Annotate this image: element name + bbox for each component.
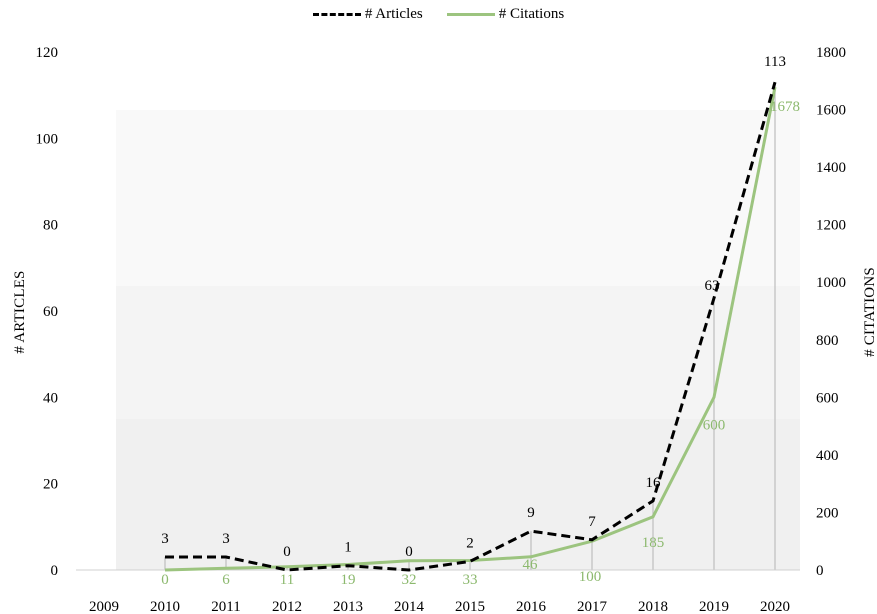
series-line-citations [164,86,777,572]
y2-tick-label: 0 [816,563,824,579]
data-label-citations: 185 [642,535,665,551]
y-axis-right-title: # CITATIONS [862,267,877,357]
data-label-articles: 2 [466,535,474,551]
y2-tick-label: 200 [816,505,839,521]
y-tick-label: 20 [43,477,58,493]
y2-tick-label: 400 [816,448,839,464]
y-tick-label: 120 [36,45,59,61]
x-tick-label: 2015 [455,599,485,614]
drop-lines [164,82,776,570]
x-tick-label: 2011 [211,599,240,614]
x-tick-label: 2019 [699,599,729,614]
data-label-citations: 46 [523,557,539,573]
x-tick-label: 2016 [516,599,547,614]
background-band-0 [116,110,800,288]
x-tick-label: 2017 [577,599,608,614]
series-lines [164,81,777,572]
y2-tick-label: 1200 [816,218,846,234]
x-tick-label: 2009 [89,599,119,614]
y-tick-label: 100 [36,131,59,147]
data-label-citations: 19 [341,572,356,588]
y2-tick-label: 1000 [816,275,846,291]
background-band-2 [116,419,800,570]
x-tick-label: 2013 [333,599,363,614]
y2-tick-label: 1800 [816,45,846,61]
y-axis-left-title: # ARTICLES [12,270,28,353]
background-band-1 [116,286,800,420]
x-tick-label: 2012 [272,599,302,614]
data-label-citations: 6 [222,572,230,588]
legend-item-articles: # Articles [312,6,423,23]
x-axis-ticks: 2009 2010 2011 2012 2013 2014 2015 2016 2017 2018… [89,599,790,614]
data-label-articles: 63 [705,278,720,294]
x-tick-label: 2010 [150,599,180,614]
data-label-articles: 16 [646,475,662,491]
series-line-articles [165,81,777,572]
background-bands [116,110,800,570]
y-axis-right-ticks: 0 200 400 600 800 1000 1200 1400 1600 1800 [816,45,846,579]
data-label-citations: 600 [703,417,726,433]
data-label-articles: 0 [283,544,291,560]
data-label-articles: 1 [344,540,352,556]
data-label-articles: 7 [588,514,596,530]
legend-swatch-articles [312,13,361,16]
data-label-articles: 3 [222,531,230,547]
legend-swatch-citations [446,13,495,16]
data-label-citations: 0 [161,572,169,588]
data-label-articles: 0 [405,544,413,560]
data-label-citations: 33 [463,572,478,588]
y2-tick-label: 1400 [816,160,846,176]
data-label-articles: 113 [764,54,786,70]
data-label-articles: 9 [527,505,535,521]
data-label-citations: 1678 [770,99,800,115]
data-label-articles: 3 [161,531,169,547]
y-tick-label: 60 [43,304,58,320]
x-tick-label: 2014 [394,599,425,614]
data-label-citations: 100 [579,569,602,585]
data-label-citations: 11 [280,572,294,588]
y-tick-label: 0 [51,563,59,579]
x-tick-label: 2020 [760,599,790,614]
y-tick-label: 40 [43,390,58,406]
legend: # Articles # Citations [0,6,877,23]
y2-tick-label: 1600 [816,103,846,119]
y2-tick-label: 600 [816,390,839,406]
legend-item-citations: # Citations [446,6,565,23]
x-tick-label: 2018 [638,599,668,614]
legend-label-citations: # Citations [498,6,565,22]
y-axis-left-ticks: 0 20 40 60 80 100 120 [36,45,59,579]
y-tick-label: 80 [43,218,58,234]
legend-label-articles: # Articles [364,6,423,22]
y2-tick-label: 800 [816,333,839,349]
data-label-citations: 32 [402,572,417,588]
